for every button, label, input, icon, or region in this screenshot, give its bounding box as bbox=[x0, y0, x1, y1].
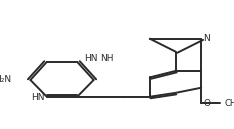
Text: CH₃: CH₃ bbox=[225, 99, 234, 108]
Text: HN: HN bbox=[84, 54, 98, 63]
Text: H₂N: H₂N bbox=[0, 75, 12, 84]
Text: NH: NH bbox=[101, 54, 114, 63]
Text: O: O bbox=[204, 99, 211, 108]
Text: HN: HN bbox=[31, 93, 44, 102]
Text: N: N bbox=[204, 34, 210, 43]
